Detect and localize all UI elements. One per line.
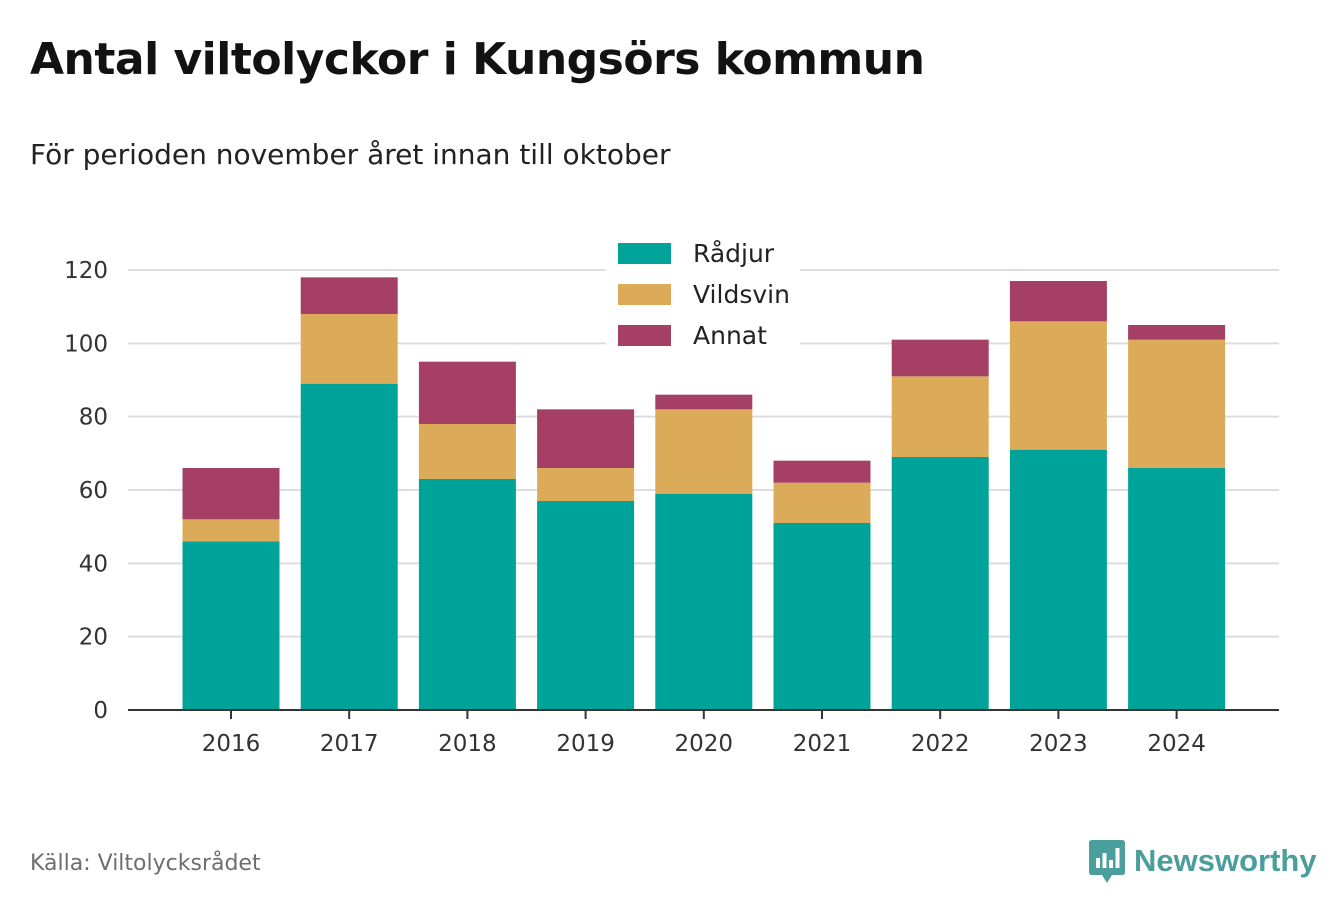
legend-label-annat: Annat [693, 321, 767, 350]
x-tick-label: 2023 [1029, 731, 1088, 757]
y-tick-label: 60 [79, 478, 108, 504]
x-tick-label: 2024 [1147, 731, 1206, 757]
axes: 0 20 40 60 80 100 120 2016 2017 2018 2019 2020 2021 2… [64, 258, 1279, 757]
x-tick-label: 2019 [556, 731, 615, 757]
y-tick-label: 100 [64, 331, 108, 357]
legend-swatch-annat [618, 325, 671, 346]
bar-segment-vildsvin-2024 [1128, 339, 1226, 468]
bar-segment-annat-2021 [773, 460, 871, 483]
legend-swatch-rådjur [618, 243, 671, 264]
bar-segment-rådjur-2017 [300, 383, 398, 710]
bar-segment-rådjur-2019 [537, 501, 635, 710]
bar-segment-annat-2022 [891, 339, 989, 377]
bar-segment-vildsvin-2023 [1009, 321, 1107, 450]
bar-segment-annat-2017 [300, 277, 398, 314]
bar-segment-annat-2024 [1128, 325, 1226, 340]
bar-segment-vildsvin-2019 [537, 468, 635, 501]
y-tick-label: 40 [79, 551, 108, 577]
bar-segment-rådjur-2022 [891, 457, 989, 710]
bar-segment-annat-2016 [182, 468, 280, 520]
bar-segment-vildsvin-2021 [773, 482, 871, 523]
newsworthy-logo: Newsworthy [1088, 838, 1317, 884]
legend-label-vildsvin: Vildsvin [693, 280, 790, 309]
x-tick-label: 2022 [911, 731, 970, 757]
logo-text: Newsworthy [1134, 843, 1317, 878]
legend-swatch-vildsvin [618, 284, 671, 305]
x-tick-label: 2016 [202, 731, 261, 757]
source-note: Källa: Viltolycksrådet [30, 851, 261, 876]
y-tick-label: 0 [93, 698, 108, 724]
bar-segment-vildsvin-2018 [418, 424, 516, 479]
legend-label-rådjur: Rådjur [693, 239, 775, 268]
x-tick-label: 2021 [793, 731, 852, 757]
bar-segment-rådjur-2018 [418, 479, 516, 710]
bar-segment-vildsvin-2016 [182, 519, 280, 542]
bar-segment-annat-2018 [418, 361, 516, 424]
chart-title: Antal viltolyckor i Kungsörs kommun [30, 34, 925, 85]
bar-segment-rådjur-2024 [1128, 468, 1226, 710]
x-tick-label: 2020 [675, 731, 734, 757]
chart-subtitle: För perioden november året innan till ok… [30, 138, 671, 171]
bar-segment-vildsvin-2020 [655, 409, 753, 494]
bar-segment-annat-2023 [1009, 281, 1107, 322]
bar-segment-annat-2020 [655, 394, 753, 410]
y-tick-label: 80 [79, 405, 108, 431]
y-tick-label: 120 [64, 258, 108, 284]
legend: Rådjur Vildsvin Annat [606, 236, 800, 350]
bar-segment-rådjur-2023 [1009, 449, 1107, 710]
y-tick-label: 20 [79, 625, 108, 651]
x-tick-label: 2018 [438, 731, 497, 757]
bar-segment-vildsvin-2017 [300, 314, 398, 384]
bar-segment-rådjur-2021 [773, 523, 871, 710]
bar-segment-annat-2019 [537, 409, 635, 468]
bars [182, 277, 1226, 710]
x-tick-label: 2017 [320, 731, 379, 757]
bar-segment-rådjur-2020 [655, 493, 753, 710]
bar-segment-rådjur-2016 [182, 541, 280, 710]
newsworthy-logo-icon [1089, 840, 1125, 883]
bar-segment-vildsvin-2022 [891, 376, 989, 457]
